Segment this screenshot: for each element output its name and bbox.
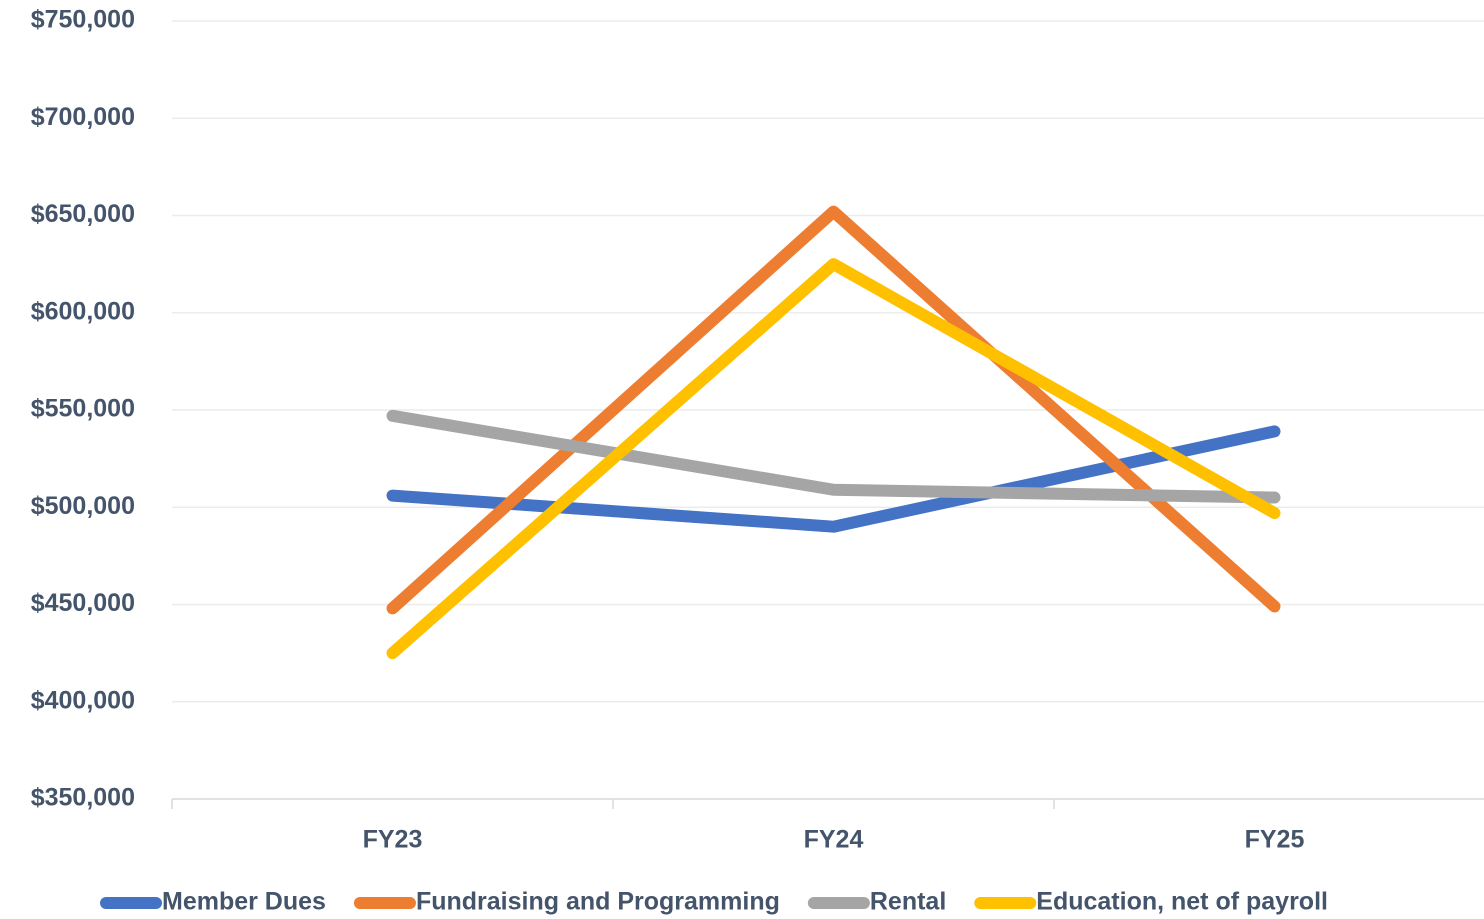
series-line [386,205,1281,615]
x-tick-label: FY25 [1245,826,1305,854]
y-tick-label: $750,000 [31,6,135,34]
legend-label: Rental [870,888,946,916]
y-tick-label: $350,000 [31,784,135,812]
y-tick-label: $700,000 [31,103,135,131]
y-tick-label: $500,000 [31,492,135,520]
y-tick-label: $650,000 [31,200,135,228]
legend-label: Education, net of payroll [1036,888,1328,916]
legend-label: Member Dues [162,888,326,916]
y-tick-label: $550,000 [31,395,135,423]
series-line [386,425,1281,533]
x-tick-label: FY24 [804,826,864,854]
y-tick-label: $600,000 [31,297,135,325]
x-tick-label: FY23 [363,826,423,854]
series-line [386,258,1281,660]
legend-label: Fundraising and Programming [416,888,780,916]
y-tick-label: $450,000 [31,589,135,617]
y-tick-label: $400,000 [31,686,135,714]
series-line [386,409,1281,504]
